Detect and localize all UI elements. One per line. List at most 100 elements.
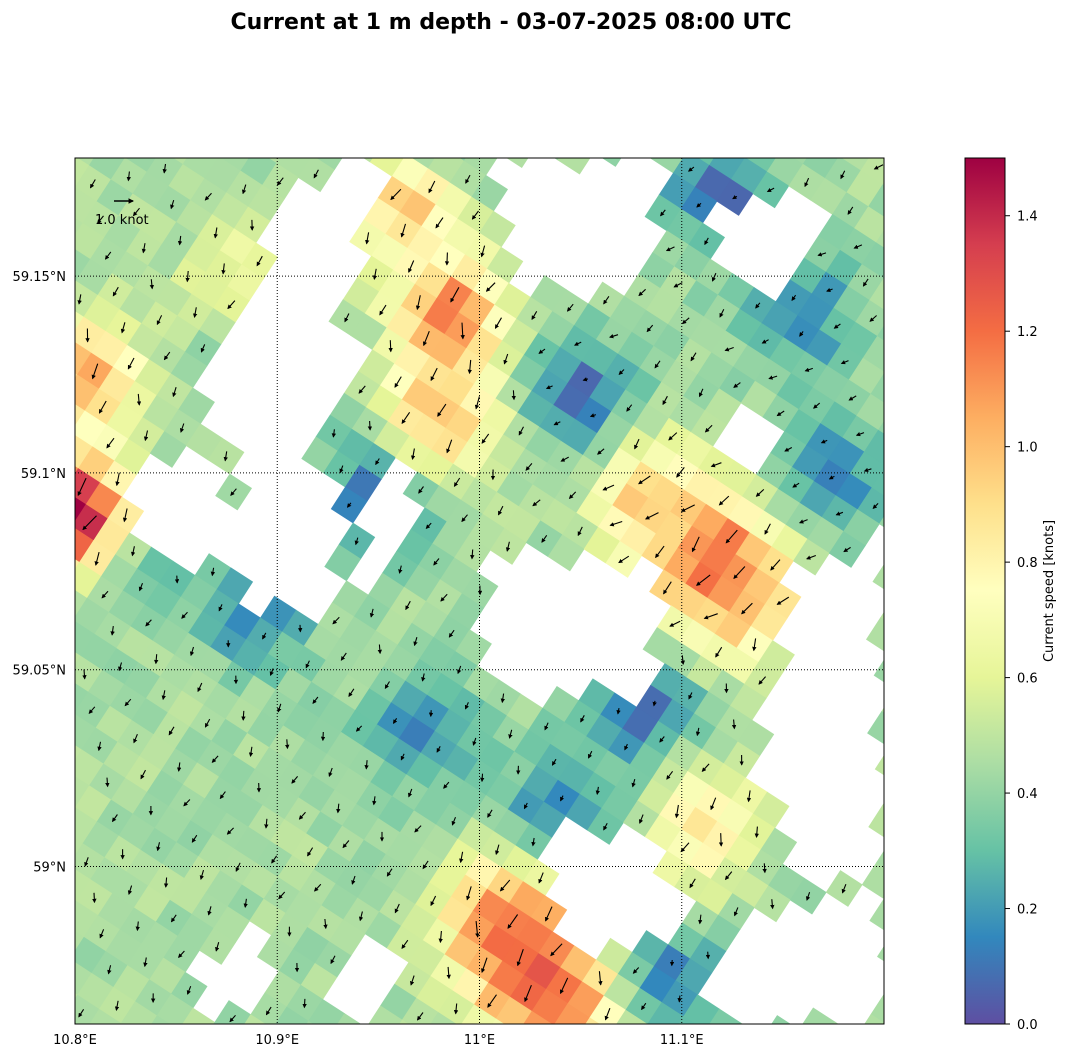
current-arrow [798, 519, 808, 524]
speed-cell [872, 564, 884, 590]
current-arrow [603, 295, 610, 305]
speed-cell [888, 632, 924, 668]
current-arrow [372, 268, 378, 280]
current-arrow [676, 467, 685, 478]
speed-cell [478, 118, 514, 154]
current-arrow [680, 504, 695, 512]
speed-cell [883, 277, 884, 280]
current-arrow [481, 957, 488, 974]
speed-cell [874, 755, 884, 776]
current-arrow [461, 514, 468, 523]
current-arrow [764, 523, 771, 535]
current-arrow [183, 799, 191, 807]
speed-cell [75, 559, 80, 570]
current-arrow [688, 692, 693, 700]
current-arrow [677, 995, 682, 1003]
speed-cell [585, 1017, 600, 1024]
speed-cell [887, 538, 923, 574]
current-arrow [256, 255, 263, 267]
current-arrow [711, 272, 717, 282]
current-arrow [731, 719, 737, 730]
current-arrow [122, 508, 128, 523]
current-arrow [503, 353, 509, 365]
current-arrow [758, 676, 767, 685]
current-arrow [355, 725, 363, 732]
current-arrow [770, 899, 775, 910]
speed-cell [890, 199, 926, 235]
current-arrow [538, 872, 544, 884]
current-arrow [425, 522, 432, 530]
current-arrow [78, 1009, 85, 1018]
current-arrow [487, 809, 493, 818]
current-arrow [394, 376, 402, 388]
speed-cell [893, 1007, 929, 1043]
current-arrow [437, 403, 447, 417]
current-arrow [156, 842, 161, 852]
speed-cell [802, 1007, 836, 1024]
current-arrow [791, 294, 797, 302]
current-arrow [817, 252, 827, 257]
current-arrow [494, 317, 502, 329]
current-arrow [784, 447, 793, 452]
current-arrow [660, 209, 666, 217]
current-arrow [770, 559, 781, 571]
current-arrow [792, 482, 800, 488]
current-arrow [416, 1012, 424, 1021]
current-arrow [710, 462, 722, 468]
current-arrow [305, 660, 310, 669]
current-arrow [178, 950, 185, 959]
current-vectors [77, 163, 884, 1023]
current-arrow [460, 322, 465, 340]
speed-cell [75, 497, 87, 523]
current-arrow [531, 837, 536, 847]
current-arrow [580, 715, 585, 723]
speed-cell [869, 278, 884, 311]
current-arrow [666, 770, 674, 780]
speed-cell [75, 652, 82, 666]
speed-cell [492, 1018, 505, 1024]
current-arrow [470, 549, 475, 560]
current-arrow [688, 166, 695, 172]
current-arrow [873, 164, 884, 170]
speed-cell [862, 335, 884, 373]
current-arrow [364, 760, 369, 770]
speed-cell [120, 1022, 123, 1024]
current-arrow [82, 669, 87, 680]
current-arrow [446, 439, 453, 454]
current-arrow [110, 626, 115, 636]
speed-cell [876, 945, 884, 962]
current-arrow [498, 505, 504, 516]
current-arrow [475, 921, 480, 938]
speed-cell [867, 184, 884, 218]
current-arrow [106, 437, 115, 449]
map-area [29, 114, 929, 1057]
current-arrow [422, 860, 429, 870]
current-arrow [733, 907, 739, 917]
current-arrow [351, 875, 356, 885]
current-arrow [127, 357, 135, 370]
speed-cell [401, 997, 439, 1024]
current-arrow [154, 654, 159, 665]
current-arrow [603, 822, 608, 831]
speed-cell [32, 758, 68, 794]
current-arrow [149, 279, 155, 290]
speed-cell [891, 819, 927, 855]
speed-cell [139, 114, 175, 150]
speed-cell [410, 1034, 446, 1057]
current-arrow [348, 688, 355, 698]
current-arrow [210, 567, 216, 577]
current-arrow [229, 1014, 236, 1023]
current-arrow [332, 616, 340, 625]
current-arrow [516, 949, 524, 967]
current-arrow [372, 796, 377, 806]
current-arrow [428, 180, 436, 194]
current-arrow [755, 488, 765, 497]
current-arrow [654, 360, 661, 369]
speed-cell [29, 570, 65, 606]
quiver-key: 1.0 knot [95, 198, 149, 228]
current-arrow [112, 286, 119, 297]
current-arrow [761, 339, 769, 344]
speed-cell [589, 995, 627, 1024]
current-arrow [127, 885, 133, 895]
